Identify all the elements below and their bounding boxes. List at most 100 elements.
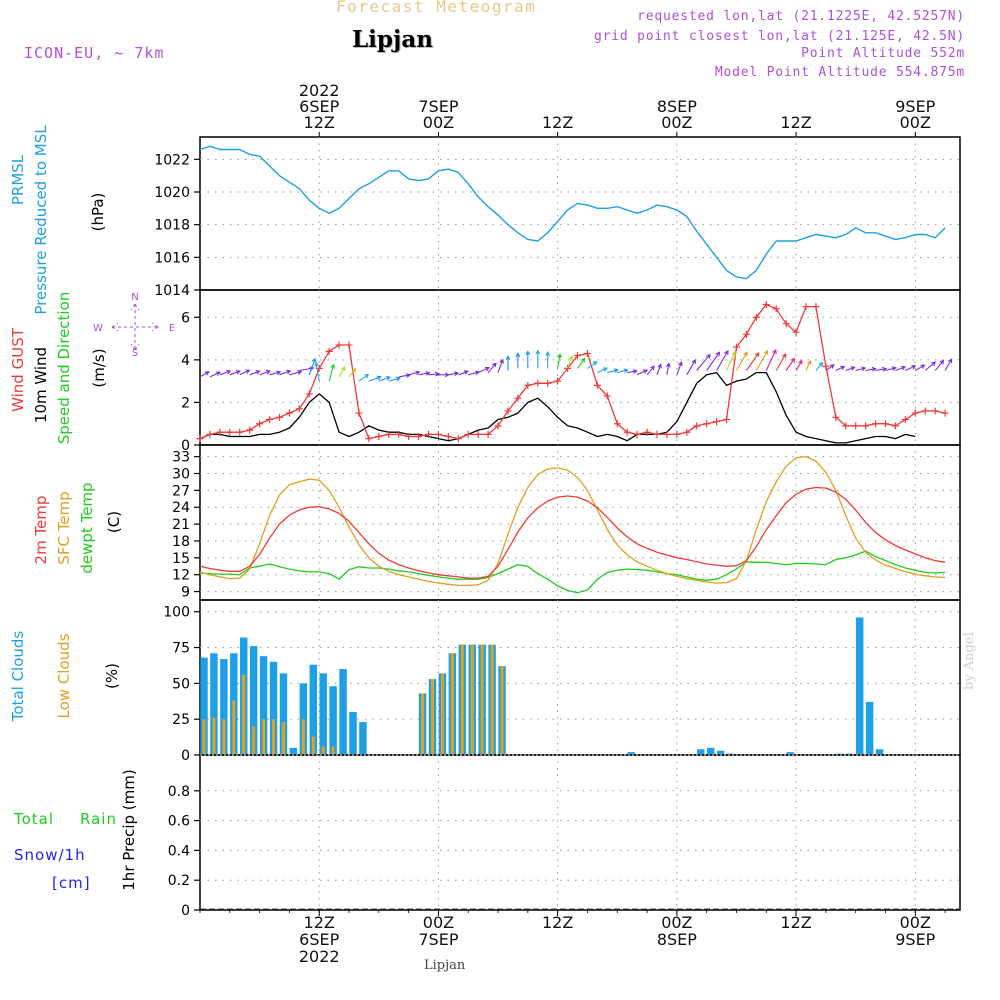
snow-unit-label: [cm] bbox=[52, 874, 91, 892]
wind-direction-label: Speed and Direction bbox=[55, 292, 73, 445]
wind-direction-arrow bbox=[458, 370, 469, 376]
wind-gust-marker bbox=[544, 379, 552, 387]
wind-direction-arrow bbox=[875, 366, 888, 372]
wind-gust-marker bbox=[454, 435, 462, 443]
total-clouds-bar bbox=[329, 686, 337, 754]
wind-direction-arrow bbox=[358, 373, 370, 382]
precip-ytick-label: 0.4 bbox=[168, 843, 190, 859]
total-clouds-bar bbox=[339, 669, 347, 754]
wind-gust-marker bbox=[832, 413, 840, 421]
wind-gust-marker bbox=[574, 352, 582, 360]
low-clouds-bar bbox=[262, 719, 266, 754]
wind-unit-label: (m/s) bbox=[90, 348, 108, 387]
wind-direction-arrow bbox=[308, 357, 317, 375]
total-clouds-bar bbox=[200, 657, 208, 754]
wind-direction-arrow bbox=[229, 369, 241, 376]
location-name: Lipjan bbox=[352, 26, 433, 53]
wind-gust-marker bbox=[643, 428, 651, 436]
wind-direction-arrow bbox=[209, 371, 221, 378]
clouds-unit-label: (%) bbox=[103, 663, 121, 689]
wind-direction-arrow bbox=[259, 369, 271, 376]
wind-direction-arrow bbox=[716, 349, 729, 371]
wind-direction-arrow bbox=[438, 372, 450, 378]
wind-gust-marker bbox=[464, 430, 472, 438]
wind-gust-marker bbox=[653, 430, 661, 438]
clouds-ytick-label: 100 bbox=[163, 605, 190, 621]
wind-direction-arrow bbox=[736, 351, 748, 371]
total-clouds-bar bbox=[259, 656, 268, 754]
wind-gust-marker bbox=[415, 432, 423, 440]
wind-direction-arrow bbox=[865, 366, 877, 372]
low-clouds-bar bbox=[421, 693, 425, 754]
wind-direction-arrow bbox=[665, 362, 671, 375]
wind-gust-marker bbox=[474, 430, 482, 438]
wind-direction-arrow bbox=[388, 376, 401, 382]
wind-gust-marker bbox=[196, 435, 204, 443]
wind-direction-arrow bbox=[825, 364, 835, 371]
total-clouds-label: Total Clouds bbox=[9, 631, 27, 723]
low-clouds-bar bbox=[272, 719, 276, 754]
wind-gust-marker bbox=[226, 428, 234, 436]
snow-label: Snow/1h bbox=[14, 846, 86, 864]
wind-gust-marker bbox=[444, 432, 452, 440]
total-clouds-bar bbox=[299, 683, 308, 754]
wind-direction-arrow bbox=[338, 365, 346, 378]
wind-direction-arrow bbox=[328, 363, 336, 382]
wind-direction-arrow bbox=[468, 370, 481, 376]
wind-gust-marker bbox=[663, 430, 671, 438]
temperature-panel-frame bbox=[199, 444, 961, 601]
low-clouds-bar bbox=[470, 644, 474, 754]
wind-direction-arrow bbox=[785, 357, 796, 371]
wind-direction-arrow bbox=[686, 358, 696, 376]
pressure-label-full: Pressure Reduced to MSL bbox=[32, 125, 50, 315]
pressure-ytick-label: 1020 bbox=[154, 185, 190, 201]
total-clouds-bar bbox=[249, 646, 258, 754]
temperature-ytick-label: 33 bbox=[172, 450, 190, 466]
bottom-time-label: 2022 bbox=[299, 947, 340, 966]
wind-direction-arrow bbox=[239, 369, 251, 376]
wind-direction-arrow bbox=[745, 352, 760, 371]
total-clouds-bar bbox=[865, 701, 874, 754]
precip-ytick-label: 0.6 bbox=[168, 814, 190, 830]
wind-gust-marker bbox=[246, 426, 254, 434]
wind-direction-arrow bbox=[448, 371, 460, 377]
wind-direction-arrow bbox=[934, 359, 945, 371]
wind-ytick-label: 0 bbox=[181, 438, 190, 454]
low-clouds-bar bbox=[242, 674, 246, 754]
bottom-time-label: 7SEP bbox=[418, 930, 458, 949]
sfc-temp-line bbox=[199, 455, 946, 587]
model-label: ICON-EU, ~ 7km bbox=[24, 44, 165, 62]
wind-direction-arrow bbox=[269, 370, 282, 376]
wind-gust-marker bbox=[941, 409, 949, 417]
requested-coordinates: requested lon,lat (21.1225E, 42.5257N) bbox=[637, 9, 965, 24]
wind-gust-marker bbox=[216, 428, 224, 436]
wind-gust-marker bbox=[395, 430, 403, 438]
wind-gust-marker bbox=[593, 381, 601, 389]
total-clouds-bar bbox=[319, 673, 327, 754]
temp-unit-label: (C) bbox=[105, 511, 123, 533]
pressure-label: PRMSL bbox=[9, 154, 27, 205]
low-clouds-bar bbox=[440, 673, 444, 754]
compass-w: W bbox=[93, 323, 103, 334]
wind-gust-line bbox=[199, 303, 946, 440]
wind-direction-arrow bbox=[314, 361, 320, 382]
wind-direction-arrow bbox=[775, 352, 787, 371]
wind-gust-marker bbox=[673, 430, 681, 438]
wind-direction-arrow bbox=[656, 363, 662, 375]
wind-gust-marker bbox=[881, 420, 889, 428]
low-clouds-bar bbox=[311, 736, 315, 754]
wind-gust-marker bbox=[375, 432, 383, 440]
top-time-label: 12Z bbox=[542, 113, 573, 132]
wind-direction-arrow bbox=[607, 368, 619, 374]
low-clouds-bar bbox=[202, 719, 206, 754]
top-time-label: 00Z bbox=[423, 113, 454, 132]
wind-gust-marker bbox=[335, 341, 343, 349]
top-time-label: 7SEP bbox=[418, 97, 458, 116]
wind-ytick-label: 6 bbox=[181, 310, 190, 326]
temperature-ytick-label: 9 bbox=[181, 585, 190, 601]
wind-gust-marker bbox=[494, 422, 502, 430]
temperature-ytick-label: 21 bbox=[172, 517, 190, 533]
wind-direction-arrow bbox=[805, 359, 812, 371]
wind-direction-arrow bbox=[219, 369, 232, 376]
total-clouds-bar bbox=[716, 750, 725, 754]
